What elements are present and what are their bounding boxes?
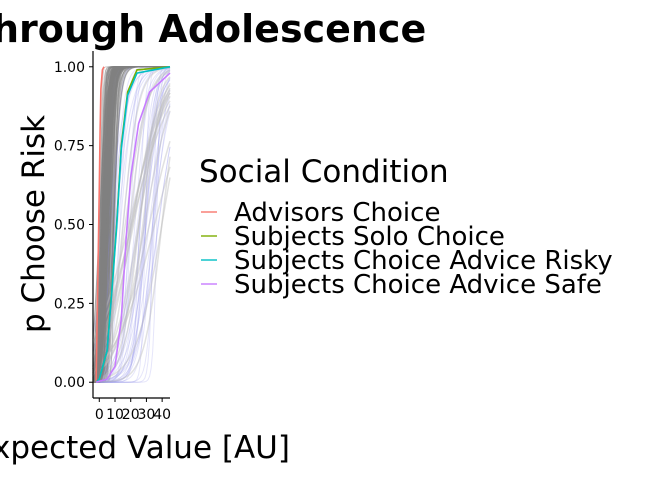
x-tick-label: 30	[138, 407, 156, 423]
series-line-3	[95, 72, 171, 383]
subject-curve	[93, 70, 171, 383]
subject-curve	[93, 68, 171, 383]
subject-curve	[92, 66, 171, 376]
subject-curve	[92, 79, 171, 379]
subject-curve	[93, 69, 171, 383]
subject-curve	[92, 104, 171, 383]
subject-curve	[93, 67, 171, 383]
subject-curve	[93, 90, 171, 383]
series-line-0	[95, 66, 105, 383]
legend-label-1: Subjects Solo Choice	[234, 222, 505, 252]
series-line-2	[95, 66, 171, 383]
legend-label-3: Subjects Choice Advice Safe	[234, 270, 602, 300]
subject-curve	[92, 78, 171, 380]
subject-curve	[92, 103, 171, 382]
subject-curve	[93, 66, 171, 383]
subject-curve	[92, 177, 171, 382]
subject-curve	[92, 69, 171, 378]
y-tick-label: 0.75	[54, 139, 85, 155]
subject-curve	[92, 88, 171, 381]
subject-curve	[92, 110, 171, 376]
subject-curve	[93, 156, 171, 383]
x-tick-label: 10	[106, 407, 124, 423]
chart-title: hrough Adolescence	[0, 7, 426, 51]
y-tick-label: 0.25	[54, 296, 85, 312]
subject-curve	[92, 66, 170, 367]
individual-curves	[92, 66, 171, 383]
subject-curve	[92, 76, 171, 382]
legend-title: Social Condition	[199, 154, 449, 190]
x-tick-label: 0	[95, 407, 104, 423]
subject-curve	[93, 78, 171, 383]
series-lines	[95, 66, 171, 383]
y-tick-label: 0.00	[54, 375, 85, 391]
subject-curve	[93, 77, 171, 383]
legend-label-2: Subjects Choice Advice Risky	[234, 246, 613, 276]
subject-curve	[92, 85, 171, 367]
legend-label-0: Advisors Choice	[234, 198, 440, 228]
y-tick-label: 0.50	[54, 218, 85, 234]
y-tick-label: 1.00	[54, 60, 85, 76]
x-axis-title: xpected Value [AU]	[0, 430, 290, 466]
y-ticks: 0.00 0.25 0.50 0.75 1.00	[54, 60, 93, 391]
subject-curve	[93, 69, 171, 383]
subject-curve	[92, 96, 171, 381]
subject-curve	[92, 83, 171, 382]
subject-curve	[93, 69, 171, 383]
x-tick-label: 20	[122, 407, 140, 423]
subject-curve	[92, 67, 171, 382]
x-tick-label: 40	[153, 407, 171, 423]
y-axis-title: p Choose Risk	[16, 115, 52, 333]
legend: Social Condition Advisors ChoiceSubjects…	[199, 154, 613, 300]
subject-curve	[92, 67, 171, 383]
subject-curve	[92, 87, 171, 377]
subject-curve	[93, 66, 171, 383]
